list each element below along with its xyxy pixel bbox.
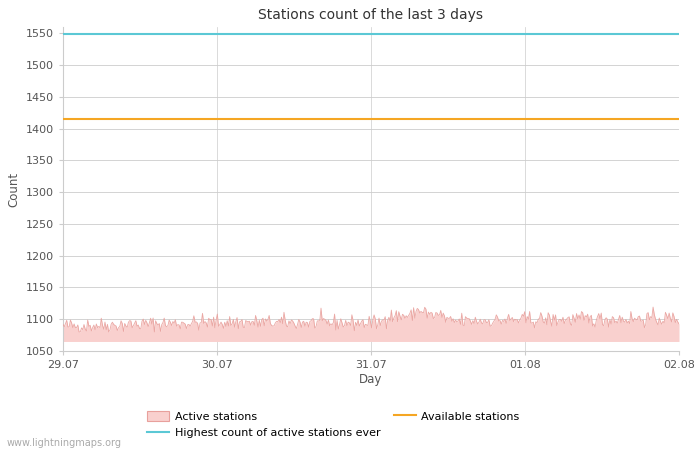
X-axis label: Day: Day bbox=[359, 373, 383, 386]
Title: Stations count of the last 3 days: Stations count of the last 3 days bbox=[258, 8, 484, 22]
Legend: Active stations, Highest count of active stations ever, Available stations: Active stations, Highest count of active… bbox=[143, 407, 524, 443]
Text: www.lightningmaps.org: www.lightningmaps.org bbox=[7, 437, 122, 447]
Y-axis label: Count: Count bbox=[7, 171, 20, 207]
